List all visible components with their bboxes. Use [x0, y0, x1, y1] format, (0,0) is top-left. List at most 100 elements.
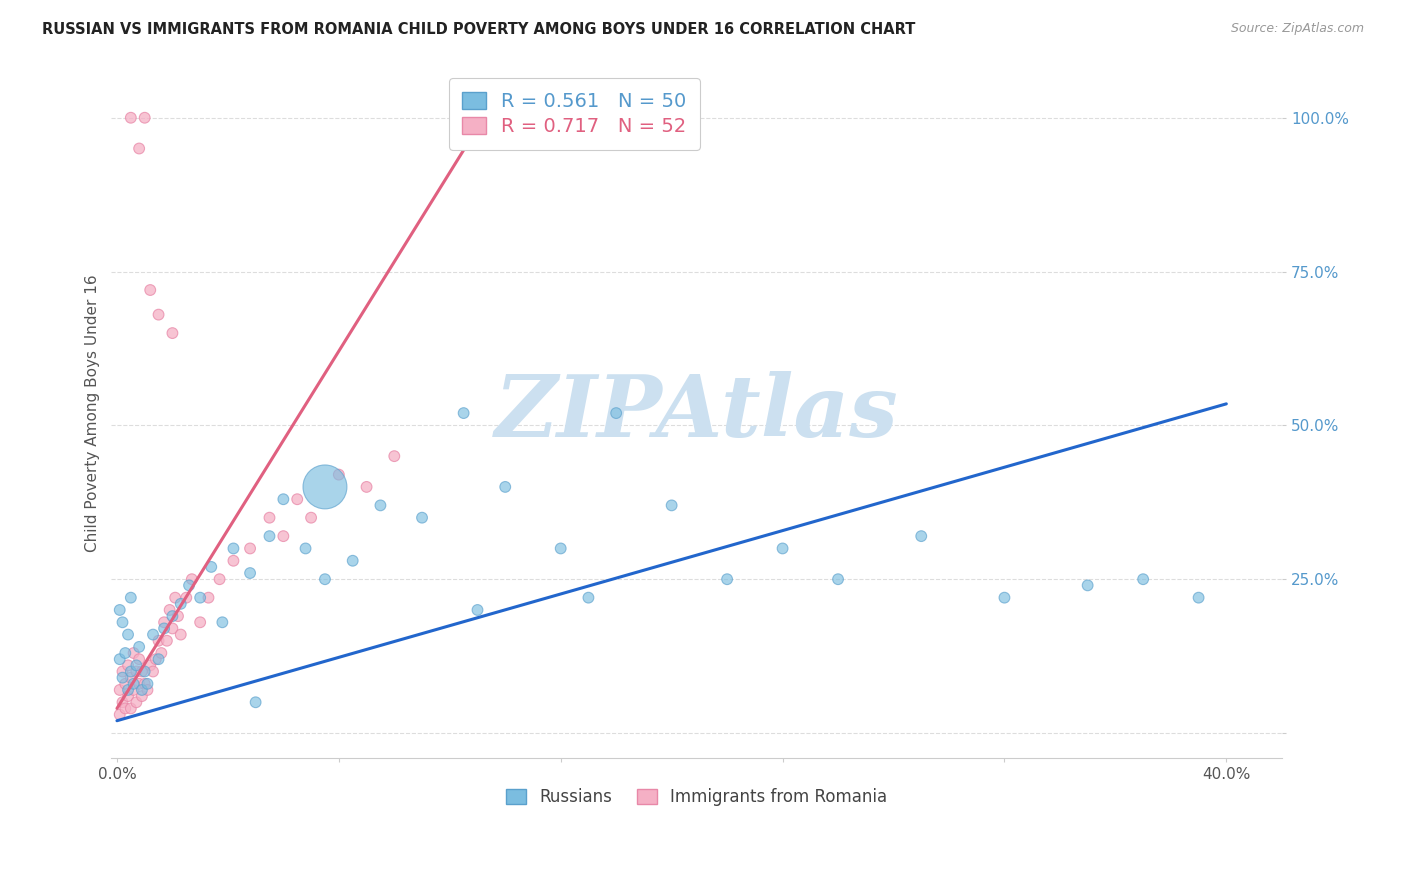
Point [120, 671, 142, 685]
Point [108, 707, 131, 722]
Point [165, 591, 187, 605]
Point [245, 695, 267, 709]
Point [108, 603, 131, 617]
Point [188, 615, 211, 630]
Point [200, 560, 222, 574]
Point [108, 652, 131, 666]
Point [174, 591, 197, 605]
Text: Source: ZipAtlas.com: Source: ZipAtlas.com [1230, 22, 1364, 36]
Point [120, 665, 142, 679]
Point [453, 406, 475, 420]
Point [370, 499, 392, 513]
Point [1187, 591, 1209, 605]
Point [605, 406, 627, 420]
Point [117, 627, 139, 641]
Point [150, 646, 173, 660]
Point [273, 529, 295, 543]
Point [111, 671, 134, 685]
Point [382, 449, 405, 463]
Point [177, 578, 200, 592]
Point [1077, 578, 1099, 592]
Point [578, 591, 600, 605]
Point [128, 652, 150, 666]
Point [467, 603, 489, 617]
Point [239, 541, 262, 556]
Point [910, 529, 932, 543]
Point [162, 622, 184, 636]
Point [314, 572, 336, 586]
Text: RUSSIAN VS IMMIGRANTS FROM ROMANIA CHILD POVERTY AMONG BOYS UNDER 16 CORRELATION: RUSSIAN VS IMMIGRANTS FROM ROMANIA CHILD… [42, 22, 915, 37]
Point [197, 591, 219, 605]
Point [299, 510, 322, 524]
Point [314, 480, 336, 494]
Point [131, 682, 153, 697]
Point [111, 615, 134, 630]
Point [125, 665, 148, 679]
Point [148, 633, 170, 648]
Point [136, 682, 159, 697]
Point [550, 541, 572, 556]
Point [167, 609, 190, 624]
Point [111, 695, 134, 709]
Point [162, 326, 184, 340]
Point [259, 529, 281, 543]
Point [145, 652, 167, 666]
Point [411, 510, 433, 524]
Point [156, 633, 179, 648]
Point [117, 689, 139, 703]
Point [142, 627, 165, 641]
Point [153, 622, 176, 636]
Point [188, 591, 211, 605]
Legend: Russians, Immigrants from Romania: Russians, Immigrants from Romania [498, 780, 896, 814]
Point [125, 658, 148, 673]
Point [208, 572, 231, 586]
Point [117, 658, 139, 673]
Point [128, 677, 150, 691]
Point [131, 665, 153, 679]
Point [716, 572, 738, 586]
Point [239, 566, 262, 580]
Point [285, 492, 308, 507]
Point [120, 591, 142, 605]
Point [259, 510, 281, 524]
Point [159, 603, 181, 617]
Point [294, 541, 316, 556]
Point [180, 572, 202, 586]
Point [134, 665, 156, 679]
Point [342, 554, 364, 568]
Point [128, 141, 150, 155]
Point [148, 652, 170, 666]
Point [114, 677, 136, 691]
Point [111, 665, 134, 679]
Point [122, 682, 145, 697]
Point [162, 609, 184, 624]
Point [120, 701, 142, 715]
Point [120, 111, 142, 125]
Point [134, 677, 156, 691]
Point [222, 554, 245, 568]
Y-axis label: Child Poverty Among Boys Under 16: Child Poverty Among Boys Under 16 [86, 274, 100, 552]
Point [122, 646, 145, 660]
Point [356, 480, 378, 494]
Text: ZIPAtlas: ZIPAtlas [495, 371, 898, 455]
Point [108, 682, 131, 697]
Point [273, 492, 295, 507]
Point [170, 597, 193, 611]
Point [222, 541, 245, 556]
Point [125, 695, 148, 709]
Point [170, 627, 193, 641]
Point [1132, 572, 1154, 586]
Point [827, 572, 849, 586]
Point [131, 689, 153, 703]
Point [128, 640, 150, 654]
Point [328, 467, 350, 482]
Point [772, 541, 794, 556]
Point [122, 677, 145, 691]
Point [148, 308, 170, 322]
Point [139, 658, 162, 673]
Point [494, 480, 516, 494]
Point [139, 283, 162, 297]
Point [114, 646, 136, 660]
Point [134, 111, 156, 125]
Point [114, 701, 136, 715]
